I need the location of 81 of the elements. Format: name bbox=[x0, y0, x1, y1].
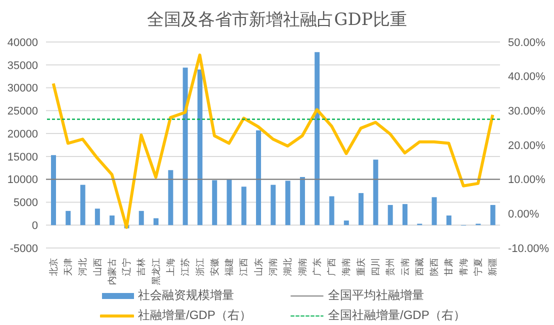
bar bbox=[256, 130, 262, 226]
y-tick-label: 10000 bbox=[7, 174, 38, 186]
bar bbox=[285, 180, 290, 226]
x-tick-label: 浙江 bbox=[194, 258, 205, 276]
x-tick-label: 江西 bbox=[238, 258, 249, 276]
y-tick-label: 25000 bbox=[7, 106, 38, 118]
bar bbox=[241, 186, 246, 226]
bar bbox=[212, 180, 218, 226]
bar bbox=[270, 184, 276, 226]
x-tick-label: 广西 bbox=[326, 258, 337, 276]
x-tick-label: 贵州 bbox=[385, 258, 396, 276]
y-tick-label: 35000 bbox=[7, 60, 38, 72]
x-tick-label: 广东 bbox=[312, 258, 322, 276]
x-tick-label: 内蒙古 bbox=[106, 258, 117, 285]
x-tick-label: 河北 bbox=[78, 258, 88, 276]
bar bbox=[197, 69, 202, 226]
bar bbox=[329, 196, 334, 226]
x-tick-label: 重庆 bbox=[356, 258, 366, 276]
x-tick-label: 吉林 bbox=[136, 258, 146, 276]
bar bbox=[110, 216, 115, 226]
bar bbox=[51, 155, 56, 226]
bar bbox=[446, 216, 452, 226]
y-tick-label: 20000 bbox=[7, 128, 38, 140]
legend-label: 社会融资规模增量 bbox=[138, 287, 234, 304]
bar bbox=[138, 210, 144, 226]
legend-label: 全国平均社融增量 bbox=[328, 287, 424, 304]
y-tick-label: 30000 bbox=[7, 82, 38, 95]
y2-tick-label: 30.00% bbox=[508, 106, 546, 118]
bar bbox=[314, 52, 320, 226]
x-tick-label: 海南 bbox=[341, 258, 352, 276]
x-tick-label: 云南 bbox=[400, 258, 410, 276]
x-tick-label: 北京 bbox=[48, 258, 58, 276]
bar bbox=[402, 204, 408, 226]
x-tick-label: 宁夏 bbox=[473, 258, 484, 276]
y-tick-label: 40000 bbox=[7, 36, 38, 49]
bar bbox=[373, 160, 378, 226]
bar bbox=[300, 177, 305, 226]
x-tick-label: 湖南 bbox=[297, 258, 308, 276]
y2-tick-label: 0.00% bbox=[508, 208, 540, 221]
x-tick-label: 湖北 bbox=[282, 258, 293, 276]
y2-tick-label: 50.00% bbox=[508, 36, 546, 49]
x-tick-label: 四川 bbox=[370, 258, 381, 276]
line-series bbox=[52, 54, 494, 229]
y-tick-label: 0 bbox=[32, 220, 38, 232]
x-tick-label: 黑龙江 bbox=[150, 258, 161, 285]
x-tick-label: 福建 bbox=[224, 258, 234, 276]
x-tick-label: 陕西 bbox=[429, 258, 440, 276]
bar bbox=[432, 197, 437, 226]
legend-label: 全国社融增量/GDP（右） bbox=[328, 307, 466, 324]
x-tick-label: 天津 bbox=[62, 258, 73, 276]
bar bbox=[490, 204, 496, 226]
x-tick-label: 上海 bbox=[165, 258, 176, 276]
y-tick-label: 15000 bbox=[7, 151, 38, 164]
y2-tick-label: 10.00% bbox=[508, 174, 546, 186]
chart-title: 全国及各省市新增社融占GDP比重 bbox=[146, 9, 408, 31]
bar bbox=[168, 170, 174, 226]
x-tick-label: 山西 bbox=[92, 258, 102, 276]
x-tick-label: 河南 bbox=[268, 258, 278, 276]
bar bbox=[344, 220, 349, 226]
x-tick-label: 甘肃 bbox=[444, 258, 454, 276]
bar bbox=[358, 193, 364, 226]
bar bbox=[388, 204, 393, 226]
y-tick-label: 5000 bbox=[14, 197, 38, 210]
bar bbox=[182, 68, 188, 226]
x-tick-label: 山东 bbox=[253, 258, 264, 276]
x-tick-label: 西藏 bbox=[414, 258, 424, 276]
bar bbox=[80, 184, 86, 226]
x-tick-label: 辽宁 bbox=[122, 258, 132, 276]
x-tick-label: 安徽 bbox=[209, 258, 220, 276]
bar bbox=[154, 218, 159, 226]
y2-tick-label: 40.00% bbox=[508, 71, 546, 84]
bar bbox=[226, 179, 232, 226]
y2-tick-label: 20.00% bbox=[508, 140, 546, 152]
x-tick-label: 新疆 bbox=[488, 258, 498, 276]
bar bbox=[94, 208, 100, 226]
x-tick-label: 江苏 bbox=[180, 258, 190, 276]
bar bbox=[66, 210, 71, 226]
y-tick-label: -5000 bbox=[10, 242, 38, 255]
x-tick-label: 青海 bbox=[458, 258, 468, 276]
y2-tick-label: -10.00% bbox=[508, 242, 550, 255]
legend-label: 社融增量/GDP（右） bbox=[138, 307, 252, 324]
